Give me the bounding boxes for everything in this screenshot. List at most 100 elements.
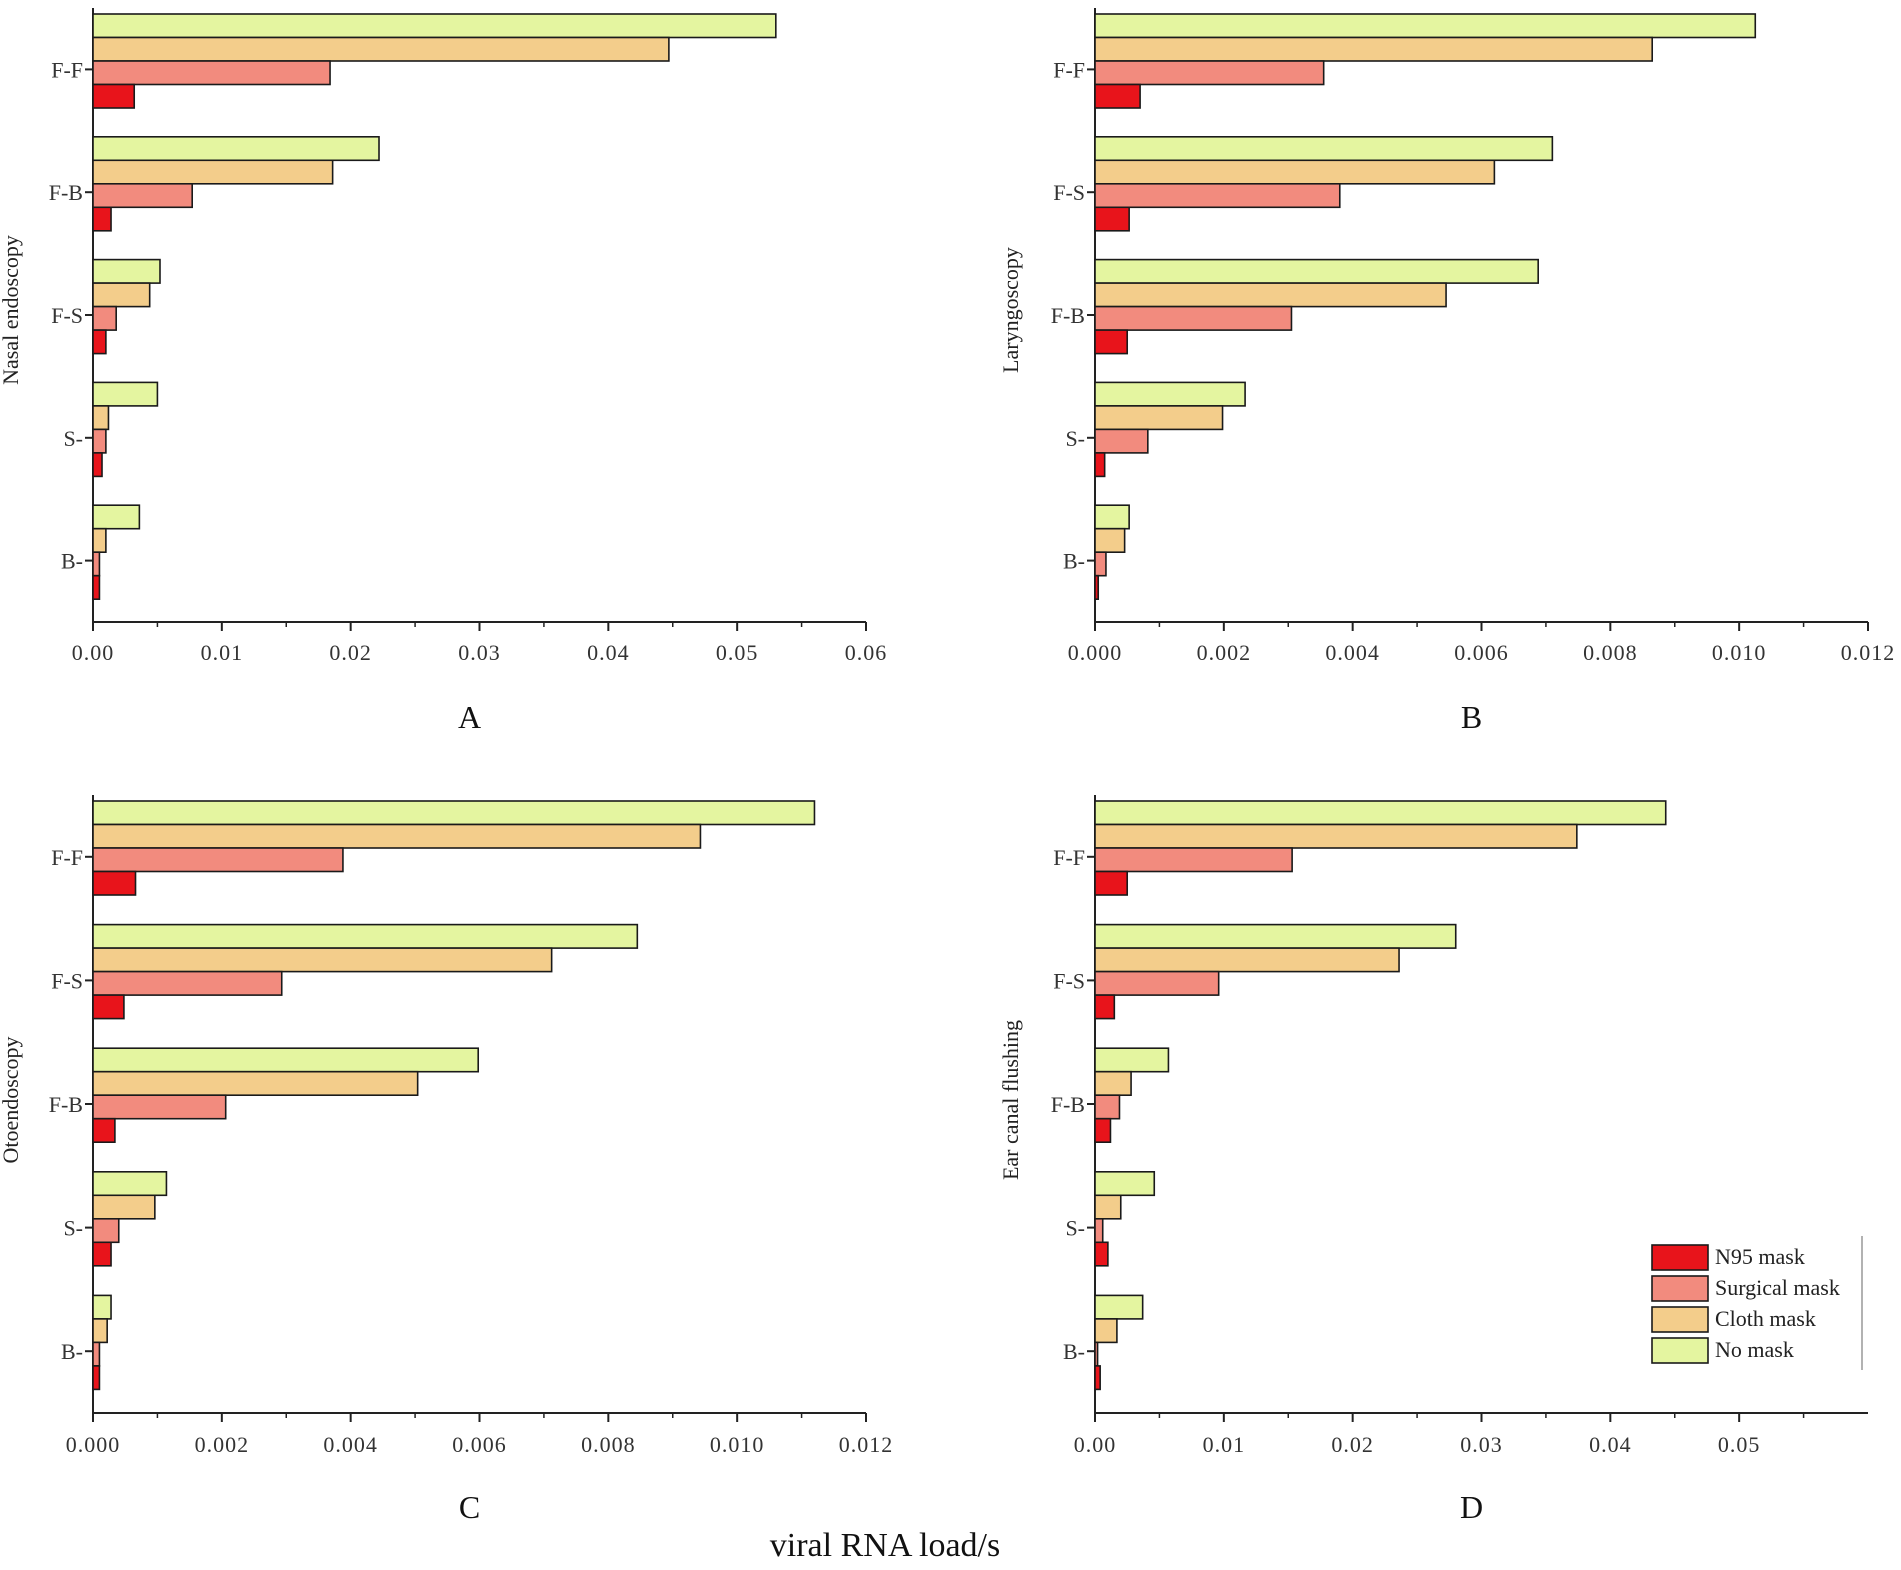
bar-no-mask-s	[92, 1171, 168, 1197]
bar-cloth-mask-s	[92, 405, 110, 431]
category-label: F-F	[1053, 845, 1085, 870]
bar-cloth-mask-f-f	[92, 823, 702, 849]
bar-cloth-mask-f-b	[92, 1070, 419, 1096]
bar-n95-mask-f-b	[1094, 1117, 1112, 1143]
category-label: F-B	[49, 180, 83, 205]
x-tick-label: 0.02	[1331, 1432, 1374, 1457]
bar-surgical-mask-s	[1094, 428, 1149, 454]
category-label: F-S	[1053, 968, 1085, 993]
chart-panels: 0.00 0.01 0.02 0.03 0.04 0.05 0.06 F-F F-B F-S S- B…	[0, 8, 1894, 1525]
x-tick-label: 0.02	[329, 640, 372, 665]
category-label: S-	[1065, 1216, 1085, 1241]
panel-letter: A	[458, 699, 481, 735]
bar-cloth-mask-f-b	[1094, 1070, 1132, 1096]
bar-no-mask-f-s	[1094, 923, 1457, 949]
bar-n95-mask-f-b	[1094, 329, 1129, 355]
chart-panel-d: 0.00 0.01 0.02 0.03 0.04 0.05 F-F F-S F-B S- B- Ear…	[998, 795, 1868, 1525]
bar-surgical-mask-s	[92, 1218, 120, 1244]
bar-n95-mask-s	[1094, 452, 1106, 478]
bar-n95-mask-f-s	[1094, 994, 1116, 1020]
x-tick-label: 0.04	[587, 640, 630, 665]
bar-cloth-mask-s	[1094, 405, 1224, 431]
bar-n95-mask-s	[1094, 1241, 1109, 1267]
category-label: S-	[63, 426, 83, 451]
bar-n95-mask-f-s	[92, 329, 107, 355]
bar-cloth-mask-b	[92, 527, 107, 554]
bar-cloth-mask-f-s	[92, 947, 553, 973]
bar-surgical-mask-b	[92, 551, 101, 577]
panel-letter: C	[459, 1489, 480, 1525]
bar-surgical-mask-f-s	[1094, 970, 1220, 996]
legend-swatch-cloth-mask	[1651, 1306, 1709, 1333]
x-tick-label: 0.000	[66, 1432, 121, 1457]
bar-no-mask-f-f	[1094, 13, 1757, 39]
category-label: F-B	[1051, 303, 1085, 328]
x-tick-label: 0.00	[1074, 1432, 1117, 1457]
legend: N95 mask Surgical mask Cloth mask No mask	[1651, 1236, 1863, 1370]
legend-label: Cloth mask	[1715, 1306, 1816, 1331]
bar-cloth-mask-f-s	[92, 282, 151, 308]
bar-surgical-mask-b	[1094, 551, 1107, 577]
bar-no-mask-f-b	[1094, 258, 1539, 284]
category-label: S-	[1065, 426, 1085, 451]
bar-n95-mask-f-f	[92, 870, 137, 896]
bar-no-mask-f-s	[92, 258, 161, 284]
chart-panel-a: 0.00 0.01 0.02 0.03 0.04 0.05 0.06 F-F F-B F-S S- B…	[0, 8, 888, 735]
shared-x-axis-label: viral RNA load/s	[770, 1527, 1000, 1564]
x-tick-label: 0.010	[710, 1432, 765, 1457]
y-axis-label: Ear canal flushing	[998, 1020, 1023, 1180]
x-tick-label: 0.05	[1718, 1432, 1761, 1457]
bar-surgical-mask-b	[92, 1341, 101, 1367]
x-tick-label: 0.06	[845, 640, 888, 665]
bar-n95-mask-b	[92, 1365, 101, 1391]
bar-cloth-mask-f-s	[1094, 159, 1496, 185]
bar-cloth-mask-f-s	[1094, 947, 1400, 973]
x-tick-label: 0.006	[1454, 640, 1509, 665]
bar-n95-mask-b	[92, 574, 101, 601]
bar-surgical-mask-f-s	[1094, 183, 1341, 209]
category-label: F-B	[1051, 1092, 1085, 1117]
legend-label: Surgical mask	[1715, 1275, 1840, 1300]
x-tick-label: 0.00	[72, 640, 115, 665]
bar-surgical-mask-f-s	[92, 970, 283, 996]
bar-no-mask-s	[1094, 1171, 1156, 1197]
category-label: S-	[63, 1216, 83, 1241]
bar-n95-mask-s	[92, 1241, 112, 1267]
category-label: B-	[61, 1339, 83, 1364]
bar-no-mask-f-f	[92, 800, 816, 826]
bar-no-mask-b	[1094, 1294, 1144, 1320]
x-tick-label: 0.01	[201, 640, 244, 665]
bar-n95-mask-f-s	[92, 994, 125, 1020]
bar-surgical-mask-s	[1094, 1218, 1104, 1244]
bar-no-mask-f-s	[1094, 136, 1554, 162]
x-tick-label: 0.002	[1197, 640, 1252, 665]
bar-cloth-mask-f-f	[1094, 823, 1578, 849]
panel-letter: D	[1460, 1489, 1483, 1525]
x-tick-label: 0.008	[581, 1432, 636, 1457]
x-tick-label: 0.000	[1068, 640, 1123, 665]
x-tick-label: 0.010	[1712, 640, 1767, 665]
bar-cloth-mask-s	[1094, 1194, 1122, 1220]
y-axis-label: Otoendoscopy	[0, 1036, 23, 1163]
bar-no-mask-s	[92, 381, 159, 407]
bar-cloth-mask-s	[92, 1194, 156, 1220]
category-label: F-F	[51, 57, 83, 82]
bar-no-mask-b	[92, 1294, 112, 1320]
category-label: B-	[1063, 1339, 1085, 1364]
x-tick-label: 0.05	[716, 640, 759, 665]
bar-no-mask-f-f	[92, 13, 777, 39]
bar-no-mask-f-b	[92, 1047, 480, 1073]
x-tick-label: 0.002	[195, 1432, 250, 1457]
bar-cloth-mask-f-b	[1094, 282, 1447, 308]
bar-no-mask-b	[1094, 504, 1130, 530]
bar-no-mask-f-f	[1094, 800, 1667, 826]
bar-no-mask-f-s	[92, 923, 639, 949]
bar-surgical-mask-b	[1094, 1341, 1099, 1367]
category-label: F-S	[51, 303, 83, 328]
x-tick-label: 0.012	[839, 1432, 894, 1457]
x-tick-label: 0.04	[1589, 1432, 1632, 1457]
bar-no-mask-b	[92, 504, 141, 530]
bar-n95-mask-f-s	[1094, 206, 1130, 232]
bar-no-mask-f-b	[92, 136, 380, 162]
